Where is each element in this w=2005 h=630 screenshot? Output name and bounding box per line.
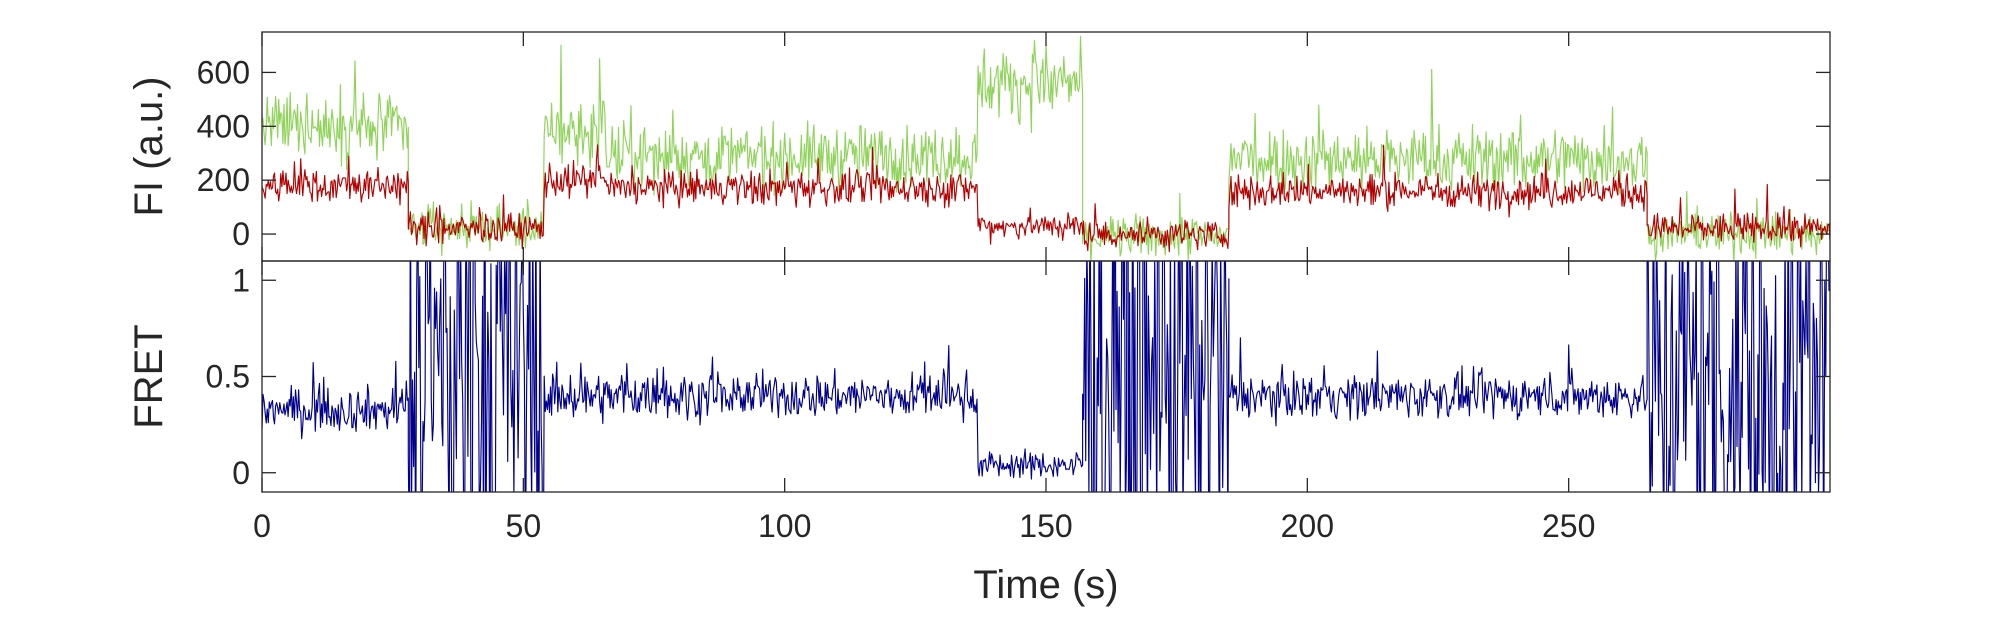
fret-traces: [262, 261, 1830, 492]
x-tick-label: 250: [1542, 508, 1595, 544]
intensity-y-tick-label: 0: [232, 216, 250, 252]
intensity-series-1-line: [262, 144, 1830, 253]
intensity-traces: [262, 35, 1830, 261]
intensity-y-tick-label: 400: [197, 108, 250, 144]
x-tick-label: 100: [758, 508, 811, 544]
fret-y-tick-label: 0: [232, 455, 250, 491]
intensity-y-axis-label: FI (a.u.): [127, 76, 171, 216]
intensity-y-tick-label: 600: [197, 54, 250, 90]
fret-panel: 0 50 100 150 200 250 0 0.5 1 FRET Time (s): [127, 260, 1831, 607]
fret-series-0-line: [262, 261, 1830, 492]
intensity-y-tick-label: 200: [197, 162, 250, 198]
x-tick-label: 200: [1281, 508, 1334, 544]
x-tick-label: 150: [1019, 508, 1072, 544]
fret-y-tick-label: 1: [232, 262, 250, 298]
fret-y-tick-label: 0.5: [206, 359, 250, 395]
fret-y-axis-label: FRET: [127, 324, 171, 428]
fret-ticks: 0 50 100 150 200 250 0 0.5 1: [206, 261, 1830, 544]
intensity-ticks: 0 200 400 600: [197, 32, 1830, 261]
x-tick-label: 0: [253, 508, 271, 544]
x-axis-label: Time (s): [973, 563, 1118, 607]
intensity-panel: 0 200 400 600 FI (a.u.): [127, 31, 1831, 262]
intensity-series-0-line: [262, 35, 1830, 261]
x-tick-label: 50: [506, 508, 542, 544]
